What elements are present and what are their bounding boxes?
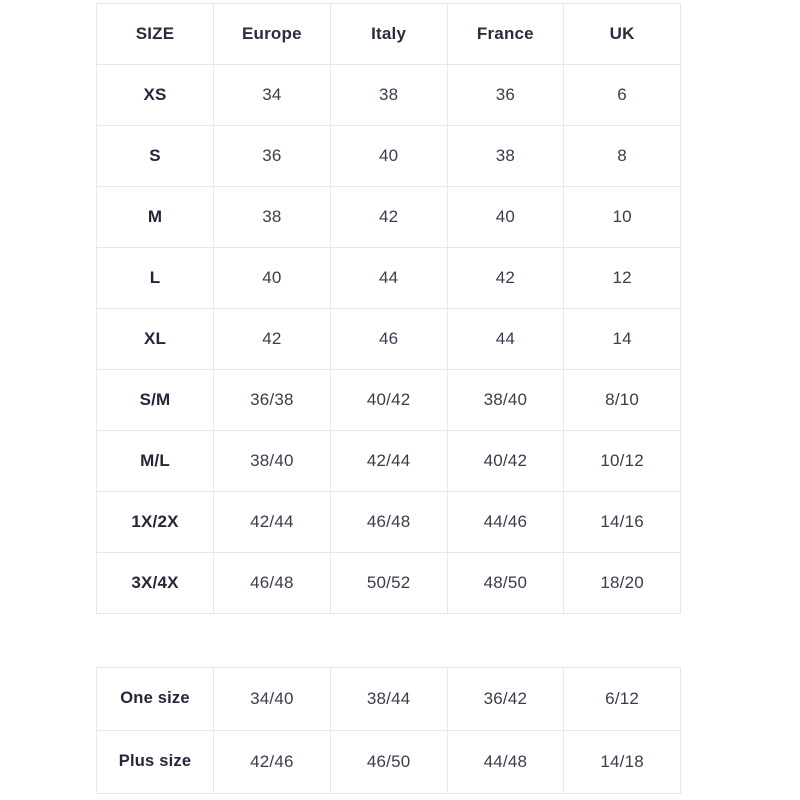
cell-uk: 14/18 xyxy=(563,730,681,794)
row-label: 3X/4X xyxy=(96,552,214,614)
cell-europe: 38 xyxy=(213,186,331,248)
cell-uk: 6 xyxy=(563,64,681,126)
cell-france: 36 xyxy=(446,64,565,126)
cell-italy: 46/50 xyxy=(329,730,448,794)
cell-italy: 38/44 xyxy=(329,667,448,731)
cell-france: 44/46 xyxy=(446,491,565,553)
table-body: XS 34 38 36 6 S 36 40 38 8 M 38 42 40 10 xyxy=(96,64,681,614)
cell-uk: 18/20 xyxy=(563,552,681,614)
cell-europe: 34/40 xyxy=(213,667,331,731)
row-label: L xyxy=(96,247,214,309)
cell-uk: 10/12 xyxy=(563,430,681,492)
table-row: M 38 42 40 10 xyxy=(96,186,681,248)
row-label: M xyxy=(96,186,214,248)
cell-europe: 36/38 xyxy=(213,369,331,431)
cell-italy: 44 xyxy=(329,247,448,309)
size-conversion-table: SIZE Europe Italy France UK XS 34 38 36 … xyxy=(96,3,681,614)
cell-uk: 14 xyxy=(563,308,681,370)
cell-europe: 42 xyxy=(213,308,331,370)
cell-europe: 42/44 xyxy=(213,491,331,553)
table-row: S 36 40 38 8 xyxy=(96,125,681,187)
cell-italy: 46 xyxy=(329,308,448,370)
row-label: S/M xyxy=(96,369,214,431)
cell-france: 44 xyxy=(446,308,565,370)
column-header-italy: Italy xyxy=(329,3,448,65)
cell-uk: 14/16 xyxy=(563,491,681,553)
cell-italy: 38 xyxy=(329,64,448,126)
cell-france: 44/48 xyxy=(446,730,565,794)
cell-france: 48/50 xyxy=(446,552,565,614)
cell-europe: 36 xyxy=(213,125,331,187)
cell-france: 40 xyxy=(446,186,565,248)
cell-europe: 46/48 xyxy=(213,552,331,614)
column-header-uk: UK xyxy=(563,3,681,65)
column-header-france: France xyxy=(446,3,565,65)
table-row: 1X/2X 42/44 46/48 44/46 14/16 xyxy=(96,491,681,553)
header-row: SIZE Europe Italy France UK xyxy=(96,3,681,65)
cell-italy: 42 xyxy=(329,186,448,248)
cell-france: 38 xyxy=(446,125,565,187)
cell-italy: 46/48 xyxy=(329,491,448,553)
row-label: One size xyxy=(96,667,214,731)
table-row: 3X/4X 46/48 50/52 48/50 18/20 xyxy=(96,552,681,614)
column-header-size: SIZE xyxy=(96,3,214,65)
cell-france: 42 xyxy=(446,247,565,309)
table-header: SIZE Europe Italy France UK xyxy=(96,3,681,65)
cell-uk: 12 xyxy=(563,247,681,309)
cell-europe: 42/46 xyxy=(213,730,331,794)
cell-france: 40/42 xyxy=(446,430,565,492)
row-label: M/L xyxy=(96,430,214,492)
cell-france: 38/40 xyxy=(446,369,565,431)
table-row: S/M 36/38 40/42 38/40 8/10 xyxy=(96,369,681,431)
table-row: L 40 44 42 12 xyxy=(96,247,681,309)
cell-italy: 42/44 xyxy=(329,430,448,492)
table-body: One size 34/40 38/44 36/42 6/12 Plus siz… xyxy=(96,667,681,794)
row-label: Plus size xyxy=(96,730,214,794)
row-label: 1X/2X xyxy=(96,491,214,553)
cell-uk: 6/12 xyxy=(563,667,681,731)
cell-europe: 40 xyxy=(213,247,331,309)
cell-italy: 50/52 xyxy=(329,552,448,614)
one-size-plus-size-table: One size 34/40 38/44 36/42 6/12 Plus siz… xyxy=(96,667,681,794)
cell-uk: 8/10 xyxy=(563,369,681,431)
table-row: M/L 38/40 42/44 40/42 10/12 xyxy=(96,430,681,492)
cell-europe: 34 xyxy=(213,64,331,126)
cell-uk: 10 xyxy=(563,186,681,248)
table-row: One size 34/40 38/44 36/42 6/12 xyxy=(96,667,681,731)
table-row: XL 42 46 44 14 xyxy=(96,308,681,370)
table-row: Plus size 42/46 46/50 44/48 14/18 xyxy=(96,730,681,794)
row-label: S xyxy=(96,125,214,187)
cell-italy: 40 xyxy=(329,125,448,187)
row-label: XS xyxy=(96,64,214,126)
column-header-europe: Europe xyxy=(213,3,331,65)
cell-italy: 40/42 xyxy=(329,369,448,431)
cell-europe: 38/40 xyxy=(213,430,331,492)
cell-uk: 8 xyxy=(563,125,681,187)
table-row: XS 34 38 36 6 xyxy=(96,64,681,126)
cell-france: 36/42 xyxy=(446,667,565,731)
row-label: XL xyxy=(96,308,214,370)
